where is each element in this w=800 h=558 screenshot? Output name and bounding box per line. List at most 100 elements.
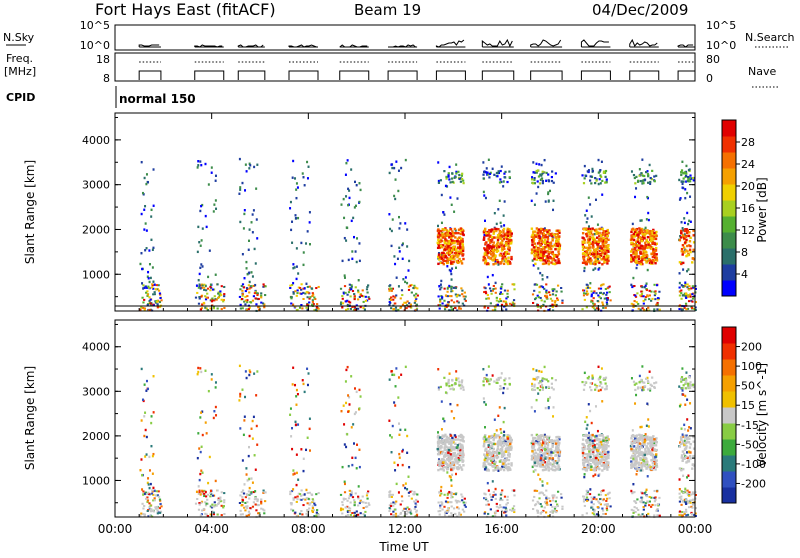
velocity-cell xyxy=(439,514,441,516)
velocity-cell xyxy=(203,495,205,497)
power-cell xyxy=(554,244,556,246)
power-cell xyxy=(589,249,591,251)
power-cell xyxy=(534,250,536,252)
velocity-cell xyxy=(200,411,202,413)
power-cell xyxy=(483,171,485,173)
power-cell xyxy=(347,204,349,206)
velocity-cell xyxy=(487,468,489,470)
velocity-cell xyxy=(357,496,359,498)
power-cell xyxy=(494,262,496,264)
velocity-cell xyxy=(531,450,533,452)
power-cell xyxy=(600,235,602,237)
velocity-cell xyxy=(492,439,494,441)
velocity-cell xyxy=(441,458,443,460)
velocity-cell xyxy=(489,448,491,450)
velocity-cell xyxy=(508,455,510,457)
freq-tick-bottom: 8 xyxy=(103,72,110,85)
power-cell xyxy=(441,194,443,196)
velocity-cell xyxy=(394,509,396,511)
power-cell xyxy=(595,180,597,182)
power-cell xyxy=(201,239,203,241)
power-cell xyxy=(582,257,584,259)
velocity-cell xyxy=(344,483,346,485)
power-cell xyxy=(239,186,241,188)
power-cell xyxy=(397,258,399,260)
velocity-cell xyxy=(211,504,213,506)
velocity-cell xyxy=(260,501,262,503)
velocity-cell xyxy=(302,504,304,506)
velocity-cell xyxy=(496,443,498,445)
power-cell xyxy=(682,268,684,270)
velocity-cell xyxy=(223,513,225,515)
power-cell xyxy=(147,271,149,273)
velocity-cell xyxy=(561,506,563,508)
power-cell xyxy=(484,252,486,254)
power-cell xyxy=(300,289,302,291)
power-cell xyxy=(546,250,548,252)
power-cell xyxy=(355,205,357,207)
velocity-cell xyxy=(591,501,593,503)
power-cell xyxy=(198,287,200,289)
velocity-cell xyxy=(295,404,297,406)
velocity-cell xyxy=(357,514,359,516)
power-cell xyxy=(251,271,253,273)
velocity-cell xyxy=(462,452,464,454)
power-cell xyxy=(644,247,646,249)
power-cell xyxy=(638,247,640,249)
power-cell xyxy=(503,214,505,216)
power-cell xyxy=(498,170,500,172)
velocity-cell xyxy=(223,492,225,494)
nsearch-label: N.Search xyxy=(745,31,795,44)
power-cell xyxy=(638,255,640,257)
power-cell xyxy=(546,295,548,297)
velocity-cell xyxy=(437,431,439,433)
power-cell xyxy=(557,299,559,301)
power-cell xyxy=(296,265,298,267)
power-cell xyxy=(537,256,539,258)
power-cell xyxy=(447,176,449,178)
power-cell xyxy=(649,164,651,166)
velocity-cell xyxy=(248,514,250,516)
power-cell xyxy=(209,249,211,251)
power-cell xyxy=(502,185,504,187)
nsky-trace xyxy=(581,40,609,47)
power-cell xyxy=(398,247,400,249)
velocity-cell xyxy=(541,371,543,373)
power-cell xyxy=(692,177,694,179)
power-cell xyxy=(315,309,317,311)
velocity-cell xyxy=(296,453,298,455)
power-cell xyxy=(349,284,351,286)
velocity-cell xyxy=(456,404,458,406)
power-cell xyxy=(297,217,299,219)
power-cell xyxy=(342,298,344,300)
freq-tick-top: 18 xyxy=(96,53,110,66)
velocity-cell xyxy=(453,507,455,509)
freq-unit: [MHz] xyxy=(4,65,36,78)
velocity-cell xyxy=(550,439,552,441)
power-cell xyxy=(404,281,406,283)
power-cell xyxy=(207,276,209,278)
velocity-cell xyxy=(532,378,534,380)
power-cell xyxy=(651,298,653,300)
power-cell xyxy=(552,238,554,240)
power-cell xyxy=(443,213,445,215)
power-cell xyxy=(633,285,635,287)
power-cell xyxy=(537,180,539,182)
power-cell xyxy=(642,256,644,258)
power-cell xyxy=(602,304,604,306)
power-cell xyxy=(601,228,603,230)
power-cell xyxy=(211,298,213,300)
power-cell xyxy=(365,300,367,302)
velocity-cell xyxy=(300,495,302,497)
power-cell xyxy=(461,173,463,175)
velocity-cell xyxy=(196,498,198,500)
power-cell xyxy=(244,189,246,191)
power-cell xyxy=(594,233,596,235)
power-cell xyxy=(307,177,309,179)
power-cell xyxy=(350,308,352,310)
power-cell xyxy=(352,290,354,292)
velocity-cell xyxy=(448,491,450,493)
velocity-cell xyxy=(455,383,457,385)
velocity-cell xyxy=(551,510,553,512)
power-cell xyxy=(444,288,446,290)
